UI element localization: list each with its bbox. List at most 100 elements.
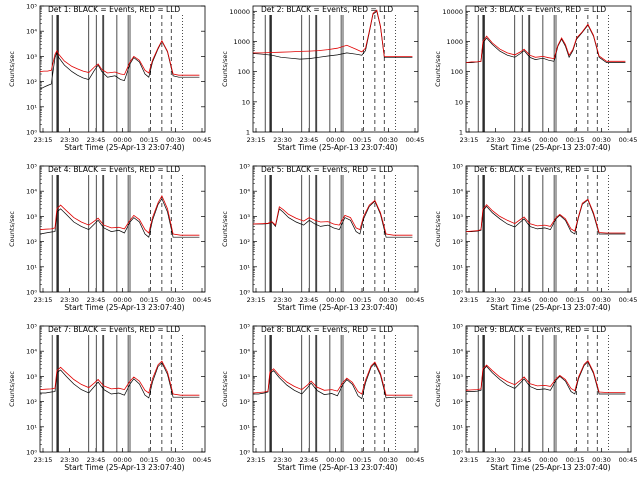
y-tick-label: 10 bbox=[455, 98, 463, 106]
y-tick-label: 10⁵ bbox=[26, 3, 37, 11]
series-lld-line bbox=[465, 23, 626, 63]
panel-title: Det 6: BLACK = Events, RED = LLD bbox=[474, 165, 606, 174]
y-tick-label: 10³ bbox=[26, 53, 37, 61]
series-lld-line bbox=[465, 360, 626, 393]
y-tick-label: 1000 bbox=[233, 38, 250, 46]
series-events-line bbox=[39, 198, 200, 238]
series-events-line bbox=[466, 199, 626, 235]
y-tick-label: 10³ bbox=[239, 213, 250, 221]
x-tick-label: 00:30 bbox=[166, 296, 185, 304]
panel-det-8: Det 8: BLACK = Events, RED = LLD 10⁰ 10¹ 10… bbox=[221, 323, 424, 473]
y-tick-label: 10⁰ bbox=[452, 289, 463, 297]
x-tick-label: 00:15 bbox=[140, 296, 159, 304]
x-tick-label: 23:45 bbox=[300, 296, 319, 304]
y-tick-label: 10¹ bbox=[239, 423, 250, 431]
plot-frame bbox=[252, 165, 419, 293]
x-tick-label: 23:30 bbox=[486, 136, 505, 144]
y-tick-label: 10¹ bbox=[239, 263, 250, 271]
x-tick-label: 00:30 bbox=[379, 456, 398, 464]
y-tick-label: 10³ bbox=[26, 373, 37, 381]
x-tick-label: 00:45 bbox=[193, 136, 212, 144]
x-tick-label: 23:45 bbox=[300, 136, 319, 144]
x-tick-label: 00:30 bbox=[592, 296, 611, 304]
x-tick-label: 00:30 bbox=[592, 456, 611, 464]
y-axis-label: Counts/sec bbox=[221, 51, 229, 87]
series-lld-line bbox=[465, 198, 626, 234]
x-axis-label: Start Time (25-Apr-13 23:07:40) bbox=[64, 143, 184, 152]
panel-det-3: Det 3: BLACK = Events, RED = LLD 1 10 100 10… bbox=[434, 5, 637, 152]
x-tick-label: 00:00 bbox=[539, 136, 558, 144]
y-tick-label: 10¹ bbox=[26, 103, 37, 111]
y-tick-label: 10² bbox=[452, 238, 463, 246]
y-tick-label: 10² bbox=[452, 398, 463, 406]
y-tick-label: 10¹ bbox=[26, 263, 37, 271]
y-tick-label: 10⁴ bbox=[239, 188, 250, 196]
series-events-line bbox=[39, 40, 200, 90]
panel-det-9: Det 9: BLACK = Events, RED = LLD 10⁰ 10¹ 10… bbox=[434, 323, 637, 473]
x-axis-label: Start Time (25-Apr-13 23:07:40) bbox=[277, 143, 397, 152]
y-tick-label: 10² bbox=[26, 238, 37, 246]
series-events-line bbox=[253, 362, 413, 400]
y-tick-label: 10¹ bbox=[452, 423, 463, 431]
x-tick-label: 23:15 bbox=[247, 136, 266, 144]
x-tick-label: 00:15 bbox=[353, 296, 372, 304]
panel-det-6: Det 6: BLACK = Events, RED = LLD 10⁰ 10¹ 10… bbox=[434, 163, 637, 313]
plot-frame bbox=[252, 325, 419, 453]
x-tick-label: 00:00 bbox=[539, 456, 558, 464]
y-tick-label: 10² bbox=[26, 78, 37, 86]
x-tick-label: 00:30 bbox=[379, 136, 398, 144]
y-tick-label: 100 bbox=[238, 68, 250, 76]
x-tick-label: 23:15 bbox=[247, 296, 266, 304]
series-lld-line bbox=[252, 361, 413, 396]
y-tick-label: 10³ bbox=[26, 213, 37, 221]
y-tick-label: 1 bbox=[246, 129, 250, 137]
panel-det-5: Det 5: BLACK = Events, RED = LLD 10⁰ 10¹ 10… bbox=[221, 163, 424, 313]
series-events-line bbox=[252, 10, 413, 60]
panel-title: Det 5: BLACK = Events, RED = LLD bbox=[261, 165, 393, 174]
x-tick-label: 00:00 bbox=[326, 136, 345, 144]
panel-title: Det 4: BLACK = Events, RED = LLD bbox=[48, 165, 180, 174]
x-tick-label: 23:30 bbox=[273, 136, 292, 144]
x-tick-label: 23:30 bbox=[60, 136, 79, 144]
y-tick-label: 100 bbox=[451, 68, 463, 76]
x-axis-label: Start Time (25-Apr-13 23:07:40) bbox=[277, 303, 397, 312]
y-tick-label: 10⁵ bbox=[452, 163, 463, 171]
y-axis-label: Counts/sec bbox=[221, 371, 229, 407]
series-events-line bbox=[40, 362, 200, 399]
x-tick-label: 23:45 bbox=[513, 296, 532, 304]
plot-frame bbox=[252, 5, 419, 133]
x-tick-label: 23:45 bbox=[513, 456, 532, 464]
x-tick-label: 23:45 bbox=[300, 456, 319, 464]
panel-det-7: Det 7: BLACK = Events, RED = LLD 10⁰ 10¹ 10… bbox=[8, 323, 211, 473]
x-tick-label: 00:15 bbox=[140, 456, 159, 464]
x-tick-label: 00:45 bbox=[193, 296, 212, 304]
x-tick-label: 23:30 bbox=[60, 456, 79, 464]
series-lld-line bbox=[39, 360, 200, 396]
y-tick-label: 10² bbox=[239, 398, 250, 406]
x-tick-label: 23:45 bbox=[513, 136, 532, 144]
x-tick-label: 00:15 bbox=[353, 136, 372, 144]
panel-title: Det 9: BLACK = Events, RED = LLD bbox=[474, 325, 606, 334]
x-tick-label: 23:30 bbox=[486, 296, 505, 304]
y-tick-label: 10³ bbox=[239, 373, 250, 381]
x-axis-label: Start Time (25-Apr-13 23:07:40) bbox=[64, 303, 184, 312]
y-tick-label: 10⁴ bbox=[26, 28, 37, 36]
x-tick-label: 00:00 bbox=[113, 456, 132, 464]
y-tick-label: 10 bbox=[242, 98, 250, 106]
y-axis-label: Counts/sec bbox=[434, 211, 442, 247]
y-tick-label: 10³ bbox=[452, 373, 463, 381]
x-tick-label: 00:30 bbox=[592, 136, 611, 144]
plot-frame bbox=[39, 5, 206, 133]
y-tick-label: 10⁴ bbox=[452, 348, 463, 356]
y-tick-label: 10000 bbox=[229, 8, 250, 16]
y-axis-label: Counts/sec bbox=[434, 51, 442, 87]
plot-frame bbox=[39, 165, 206, 293]
x-tick-label: 00:45 bbox=[406, 136, 425, 144]
y-tick-label: 10⁵ bbox=[239, 323, 250, 331]
panel-title: Det 2: BLACK = Events, RED = LLD bbox=[261, 5, 393, 14]
y-tick-label: 10⁴ bbox=[26, 188, 37, 196]
y-tick-label: 10⁰ bbox=[26, 289, 37, 297]
x-tick-label: 00:00 bbox=[113, 136, 132, 144]
series-lld-line bbox=[39, 39, 200, 76]
x-tick-label: 23:30 bbox=[486, 456, 505, 464]
